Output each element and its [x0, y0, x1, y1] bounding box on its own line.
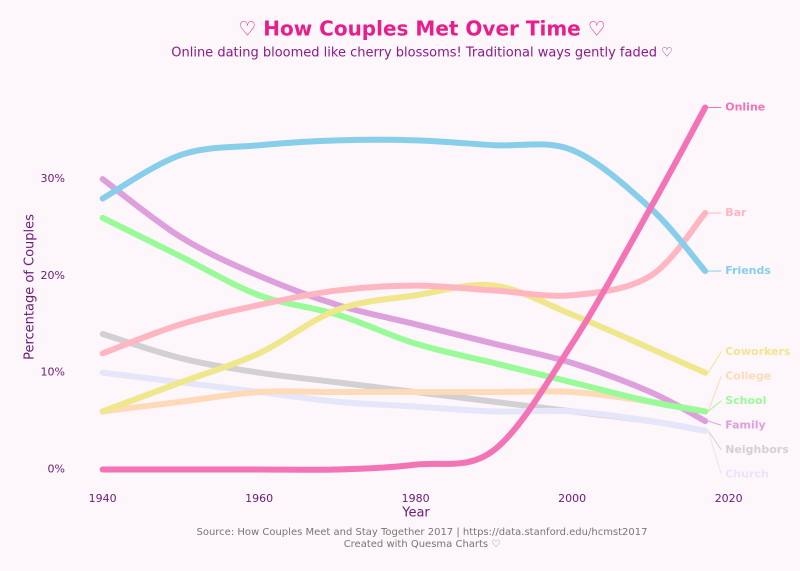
- label-leader: [707, 430, 722, 475]
- y-tick-label: 10%: [41, 366, 65, 379]
- series-label: Coworkers: [725, 345, 791, 358]
- series-label: Church: [725, 467, 769, 480]
- line-series: [99, 209, 709, 357]
- series-label: Bar: [725, 206, 747, 219]
- x-tick-label: 2020: [715, 492, 743, 505]
- series-label: School: [725, 394, 766, 407]
- label-leader: [707, 430, 722, 451]
- line-series: [99, 136, 709, 275]
- series-label: Online: [725, 100, 765, 113]
- chart-title: ♡ How Couples Met Over Time ♡: [238, 17, 605, 41]
- label-leader: [707, 376, 722, 412]
- label-leader: [707, 351, 722, 373]
- x-tick-label: 1960: [245, 492, 273, 505]
- line-series: [99, 176, 709, 425]
- label-leader: [707, 400, 722, 412]
- y-tick-label: 20%: [41, 269, 65, 282]
- line-series: [99, 281, 709, 415]
- x-tick-label: 1980: [402, 492, 430, 505]
- y-tick-label: 0%: [48, 462, 65, 475]
- series-label: College: [725, 369, 771, 382]
- series-label: Family: [725, 418, 765, 431]
- x-axis-label: Year: [401, 506, 430, 521]
- chart-subtitle: Online dating bloomed like cherry blosso…: [171, 46, 673, 61]
- source: Source: How Couples Meet and Stay Togeth…: [196, 527, 647, 538]
- x-tick-label: 1940: [89, 492, 117, 505]
- series-label: Neighbors: [725, 443, 789, 456]
- x-tick-label: 2000: [558, 492, 586, 505]
- line-series: [99, 214, 709, 415]
- y-axis-label: Percentage of Couples: [23, 214, 38, 360]
- series-label: Friends: [725, 264, 771, 277]
- line-series: [99, 104, 709, 473]
- line-series: [99, 369, 709, 434]
- y-tick-label: 30%: [41, 172, 65, 185]
- credit: Created with Quesma Charts ♡: [344, 539, 501, 550]
- label-leader: [708, 420, 722, 426]
